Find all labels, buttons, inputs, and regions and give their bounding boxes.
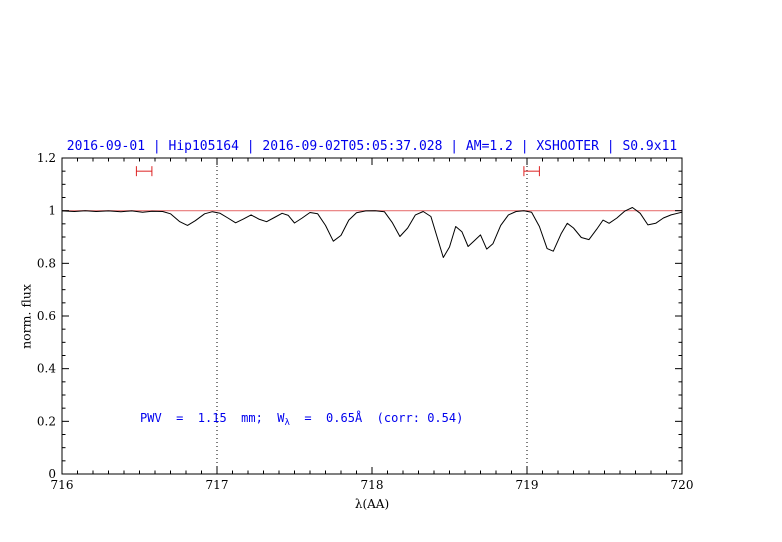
y-tick-label: 1.2 [37,151,56,165]
x-axis-label: λ(AA) [354,497,390,511]
y-tick-label: 0.4 [37,362,56,376]
y-tick-label: 0.6 [37,309,56,323]
plot-title: 2016-09-01 | Hip105164 | 2016-09-02T05:0… [66,139,678,154]
x-tick-label: 716 [51,478,74,492]
pwv-annotation: PWV = 1.15 mm; Wλ = 0.65Å (corr: 0.54) [140,411,463,428]
x-tick-label: 717 [206,478,229,492]
x-tick-label: 719 [516,478,539,492]
y-tick-label: 0 [48,467,56,481]
y-tick-label: 0.8 [37,256,56,270]
y-tick-label: 1 [48,204,56,218]
y-axis-label: norm. flux [18,284,34,349]
x-tick-label: 718 [361,478,384,492]
lambda-subscript: λ [284,418,290,428]
y-tick-label: 0.2 [37,414,56,428]
spectrum-polyline [61,207,683,258]
x-tick-label: 720 [671,478,694,492]
pwv-annotation-post: = 0.65Å (corr: 0.54) [289,411,464,425]
pwv-annotation-pre: PWV = 1.15 mm; W [140,411,285,425]
